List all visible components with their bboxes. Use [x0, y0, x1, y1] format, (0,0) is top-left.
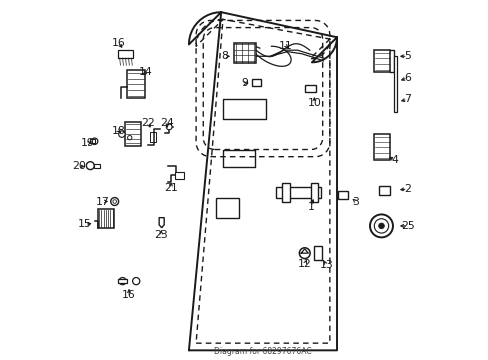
Text: 1: 1 [307, 202, 314, 212]
Circle shape [110, 198, 119, 206]
Bar [305, 85, 315, 92]
Bar [252, 79, 261, 86]
Bar [233, 42, 255, 63]
Bar [94, 163, 100, 168]
Circle shape [132, 278, 140, 285]
Bar [98, 209, 114, 228]
Text: Diagram for 68297676AC: Diagram for 68297676AC [213, 347, 310, 356]
Text: 2: 2 [404, 184, 410, 194]
Text: 21: 21 [164, 183, 178, 193]
Bar [118, 279, 126, 283]
Text: 22: 22 [141, 118, 155, 128]
Text: 25: 25 [400, 221, 414, 231]
Bar [373, 134, 389, 160]
Circle shape [86, 162, 94, 170]
Text: 12: 12 [297, 259, 311, 269]
Text: 10: 10 [307, 98, 321, 108]
Bar [223, 149, 255, 167]
Text: 17: 17 [96, 197, 109, 207]
Bar [126, 70, 144, 98]
Text: 7: 7 [404, 94, 410, 104]
Bar [215, 198, 239, 218]
Text: 13: 13 [319, 260, 332, 270]
Text: 24: 24 [160, 118, 174, 128]
Circle shape [119, 131, 125, 137]
Text: 11: 11 [278, 41, 292, 50]
Bar [373, 50, 389, 72]
Bar [378, 186, 389, 195]
Text: 9: 9 [241, 78, 247, 88]
Circle shape [91, 138, 98, 144]
Text: 6: 6 [404, 73, 410, 83]
Circle shape [166, 124, 172, 130]
Bar [223, 99, 265, 119]
Text: 19: 19 [81, 139, 94, 148]
Bar [282, 183, 289, 202]
Text: 3: 3 [351, 197, 358, 207]
Circle shape [119, 278, 126, 285]
Circle shape [113, 200, 116, 203]
Bar [125, 122, 140, 146]
Circle shape [369, 215, 392, 237]
Text: 14: 14 [139, 67, 152, 77]
Text: 16: 16 [111, 38, 125, 48]
Circle shape [373, 219, 388, 233]
Bar [89, 139, 94, 143]
Bar [118, 50, 133, 58]
Text: 20: 20 [72, 161, 85, 171]
Bar [393, 56, 396, 112]
Bar [314, 246, 322, 260]
Bar [276, 187, 320, 198]
Bar [310, 183, 317, 202]
Bar [149, 132, 156, 142]
Circle shape [299, 248, 309, 258]
Bar [338, 192, 347, 199]
Text: 5: 5 [404, 51, 410, 61]
Text: 8: 8 [221, 51, 228, 61]
Text: 4: 4 [391, 155, 398, 165]
Text: 15: 15 [78, 219, 92, 229]
Text: 23: 23 [154, 230, 168, 239]
Bar [174, 172, 183, 179]
Text: 16: 16 [122, 291, 136, 301]
Circle shape [378, 223, 384, 229]
Text: 18: 18 [111, 126, 125, 135]
Circle shape [127, 135, 132, 140]
